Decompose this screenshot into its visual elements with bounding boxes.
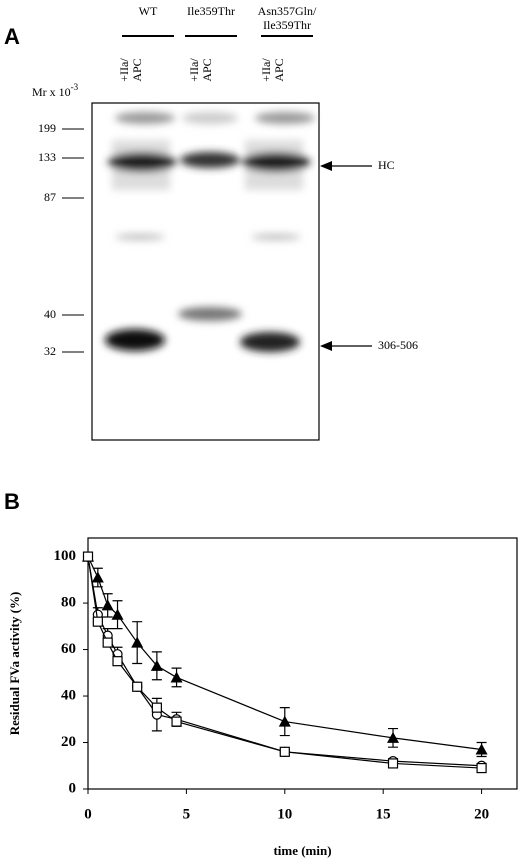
- marker-label: 40: [44, 307, 56, 321]
- arrow-label: HC: [378, 158, 395, 172]
- point: [150, 659, 163, 671]
- column-label: WT: [139, 4, 158, 18]
- marker-label: 32: [44, 344, 56, 358]
- series-line: [87, 556, 482, 751]
- y-tick-label: 40: [61, 687, 76, 703]
- blot: [91, 102, 320, 441]
- panel-letter: B: [4, 489, 20, 514]
- panel-letter: A: [4, 24, 20, 49]
- y-tick-label: 80: [61, 595, 76, 611]
- marker-label: 87: [44, 190, 56, 204]
- point: [102, 637, 113, 648]
- point: [171, 716, 182, 727]
- arrow-head: [320, 161, 332, 171]
- arrow-head: [320, 341, 332, 351]
- point: [476, 762, 487, 774]
- point: [92, 616, 103, 627]
- lane-label: APC: [130, 58, 144, 81]
- lane-label: +IIa/: [117, 58, 131, 82]
- plot-frame: [87, 537, 518, 790]
- x-tick-label: 15: [376, 806, 391, 822]
- y-tick-label: 20: [61, 734, 76, 750]
- marker-label: 133: [38, 150, 56, 164]
- arrow-label: 306-506: [378, 338, 418, 352]
- point: [387, 758, 399, 769]
- bands: [105, 112, 315, 352]
- column-label: Ile359Thr: [263, 18, 311, 32]
- point: [101, 599, 114, 611]
- point: [475, 743, 488, 755]
- x-tick-label: 5: [183, 806, 191, 822]
- y-axis-label: Residual FVa activity (%): [7, 592, 22, 736]
- lane-label: +IIa/: [259, 58, 273, 82]
- lane-label: +IIa/: [187, 58, 201, 82]
- column-label: Ile359Thr: [187, 4, 235, 18]
- point: [170, 671, 183, 683]
- y-tick-label: 60: [61, 641, 76, 657]
- marker-label: 199: [38, 121, 56, 135]
- point: [131, 636, 144, 648]
- y-tick-label: 100: [54, 548, 77, 564]
- point: [387, 731, 400, 743]
- lane-label: APC: [272, 58, 286, 81]
- point: [82, 551, 94, 562]
- point: [112, 656, 123, 667]
- point: [278, 715, 291, 727]
- mr-text: Mr x 10: [32, 85, 71, 99]
- x-tick-label: 10: [277, 806, 292, 822]
- x-tick-label: 0: [84, 806, 92, 822]
- mr-exponent: -3: [71, 82, 79, 92]
- point: [151, 702, 162, 713]
- point: [279, 746, 290, 757]
- y-tick-label: 0: [69, 780, 77, 796]
- column-label: Asn357Gln/: [258, 4, 317, 18]
- x-axis-label: time (min): [273, 843, 331, 858]
- point: [111, 608, 124, 620]
- point: [132, 681, 143, 692]
- series-line: [87, 556, 482, 769]
- lane-label: APC: [200, 58, 214, 81]
- mr-label: Mr x 10-3: [32, 82, 79, 99]
- point: [91, 571, 104, 583]
- x-tick-label: 20: [474, 806, 489, 822]
